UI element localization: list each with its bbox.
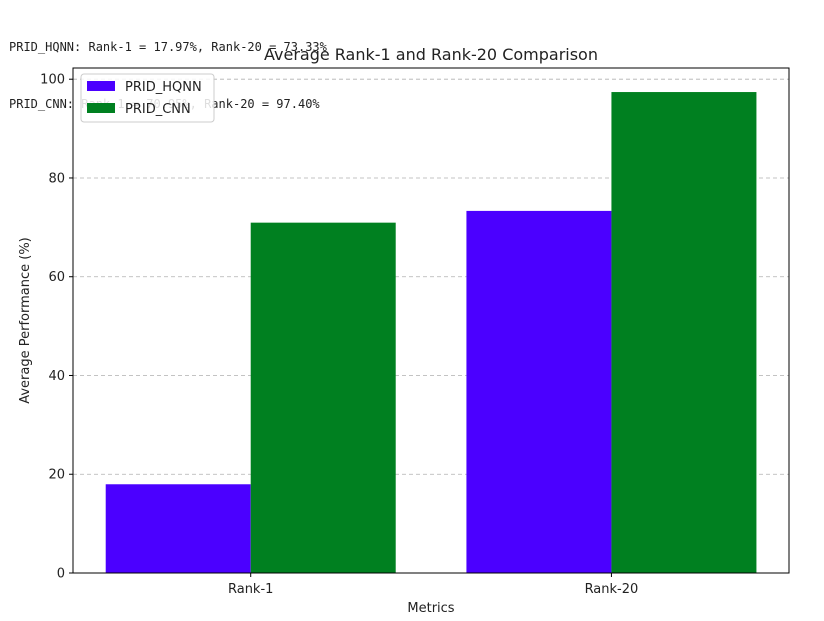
x-axis-ticks: Rank-1 Rank-20 [228, 573, 638, 597]
y-tick-label-20: 20 [48, 468, 65, 483]
bar-prid-cnn-rank-20 [611, 92, 757, 574]
bar-prid-hqnn-rank-1 [105, 484, 251, 573]
x-tick-label-rank-20: Rank-20 [585, 582, 639, 597]
bar-prid-cnn-rank-1 [250, 222, 396, 573]
bars [105, 92, 757, 574]
y-tick-label-60: 60 [48, 270, 65, 285]
legend-label-prid-cnn: PRID_CNN [125, 102, 191, 117]
plot-frame [72, 67, 790, 574]
x-axis-label: Metrics [407, 601, 454, 616]
legend-swatch-prid-cnn [87, 103, 115, 113]
console-line-hqnn: PRID_HQNN: Rank-1 = 17.97%, Rank-20 = 73… [9, 40, 327, 54]
y-axis-label: Average Performance (%) [18, 237, 33, 404]
legend-swatch-prid-hqnn [87, 81, 115, 91]
y-tick-label-0: 0 [57, 567, 65, 582]
y-tick-label-80: 80 [48, 171, 65, 186]
y-axis-ticks: 0 20 40 60 80 100 [40, 73, 73, 582]
chart-title: Average Rank-1 and Rank-20 Comparison [264, 45, 598, 64]
legend-label-prid-hqnn: PRID_HQNN [125, 80, 202, 95]
y-tick-label-100: 100 [40, 73, 65, 88]
legend: PRID_HQNN PRID_CNN [80, 73, 215, 123]
x-tick-label-rank-1: Rank-1 [228, 582, 273, 597]
y-tick-label-40: 40 [48, 369, 65, 384]
bar-prid-hqnn-rank-20 [466, 210, 612, 573]
